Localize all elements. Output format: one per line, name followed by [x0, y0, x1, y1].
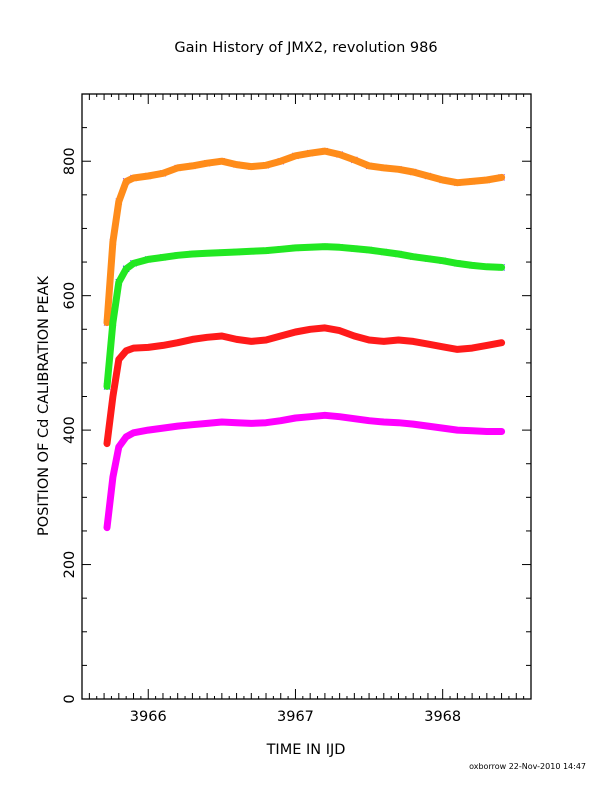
fit-layer	[103, 147, 506, 532]
fit-line	[103, 147, 506, 327]
y-tick-label: 200	[62, 551, 78, 579]
fit-line	[103, 411, 506, 532]
x-tick-label: 3967	[277, 709, 314, 725]
y-tick-label: 400	[62, 416, 78, 444]
footer-credit: oxborrow 22-Nov-2010 14:47	[469, 762, 586, 771]
y-tick-label: 800	[62, 147, 78, 175]
y-axis: 0 200 400 600 800	[62, 93, 531, 704]
y-tick-label: 0	[62, 694, 78, 703]
y-tick-label: 600	[62, 282, 78, 310]
x-axis-label: TIME IN IJD	[266, 742, 346, 758]
y-axis-label: POSITION OF Cd CALIBRATION PEAK	[36, 276, 52, 536]
chart-title: Gain History of JMX2, revolution 986	[174, 40, 437, 56]
fit-line	[103, 243, 506, 390]
x-axis: 3966 3967 3968	[88, 94, 532, 725]
x-tick-label: 3966	[130, 709, 167, 725]
x-tick-label: 3968	[424, 709, 461, 725]
fit-line	[103, 324, 506, 448]
